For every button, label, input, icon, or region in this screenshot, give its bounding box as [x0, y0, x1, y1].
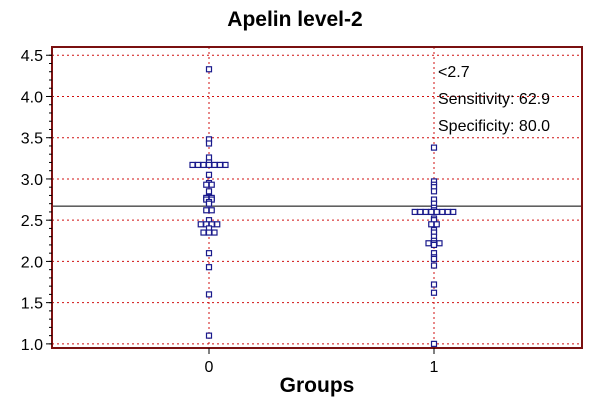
- data-point: [205, 140, 213, 147]
- y-axis-ticks: 1.0 1.5 2.0 2.5 3.0 3.5 4.0 4.5: [21, 48, 52, 354]
- data-point: [444, 208, 451, 216]
- data-point: [205, 332, 213, 339]
- data-point: [428, 221, 435, 228]
- y-tick-label: 4.0: [21, 89, 43, 106]
- data-point: [430, 281, 438, 288]
- data-point: [450, 208, 457, 216]
- data-point: [214, 221, 221, 228]
- data-point: [200, 229, 207, 236]
- horizontal-gridlines: [52, 54, 582, 345]
- data-point: [200, 161, 207, 169]
- data-point: [430, 262, 438, 269]
- data-point: [205, 66, 213, 73]
- data-point: [205, 250, 213, 257]
- y-tick-label: 3.5: [21, 131, 43, 148]
- plot-frame: [51, 46, 583, 349]
- data-point: [422, 208, 429, 216]
- cutoff-annotation: <2.7: [438, 64, 470, 81]
- data-point: [205, 171, 213, 178]
- data-point: [208, 207, 215, 214]
- y-tick-label: 1.0: [21, 337, 43, 354]
- y-tick-label: 4.5: [21, 48, 43, 65]
- data-point: [194, 161, 202, 169]
- data-point: [216, 161, 224, 169]
- data-point: [430, 241, 438, 249]
- data-point: [189, 161, 196, 169]
- data-point: [433, 208, 440, 216]
- data-point: [436, 240, 443, 247]
- y-tick-label: 2.0: [21, 254, 43, 271]
- data-point: [205, 264, 213, 271]
- x-axis-label: Groups: [280, 374, 355, 397]
- data-points: [189, 66, 457, 347]
- data-point: [211, 161, 218, 169]
- data-point: [208, 181, 215, 188]
- data-point: [203, 181, 210, 188]
- plot-area: [52, 47, 582, 348]
- y-tick-label: 2.5: [21, 213, 43, 230]
- data-point: [430, 289, 438, 296]
- data-point: [205, 161, 213, 169]
- data-point: [430, 144, 438, 151]
- data-point: [205, 229, 213, 236]
- data-point: [433, 221, 440, 228]
- specificity-annotation: Specificity: 80.0: [438, 118, 550, 135]
- data-point: [425, 240, 432, 247]
- y-tick-label: 1.5: [21, 296, 43, 313]
- y-tick-label: 3.0: [21, 172, 43, 189]
- data-point: [205, 291, 213, 298]
- data-point: [411, 208, 418, 216]
- data-point: [205, 154, 213, 161]
- data-point: [417, 208, 424, 216]
- data-point: [430, 255, 438, 263]
- sensitivity-annotation: Sensitivity: 62.9: [438, 91, 550, 108]
- data-point: [211, 229, 218, 236]
- data-point: [428, 208, 435, 216]
- data-point: [430, 340, 438, 347]
- data-point: [197, 221, 204, 228]
- data-point: [222, 161, 229, 169]
- chart-title: Apelin level-2: [227, 8, 363, 31]
- x-tick-label: 1: [430, 359, 439, 376]
- data-point: [203, 207, 210, 214]
- data-point: [205, 188, 213, 195]
- data-point: [205, 200, 213, 207]
- x-tick-label: 0: [205, 359, 214, 376]
- data-point: [439, 208, 446, 216]
- data-point: [430, 188, 438, 195]
